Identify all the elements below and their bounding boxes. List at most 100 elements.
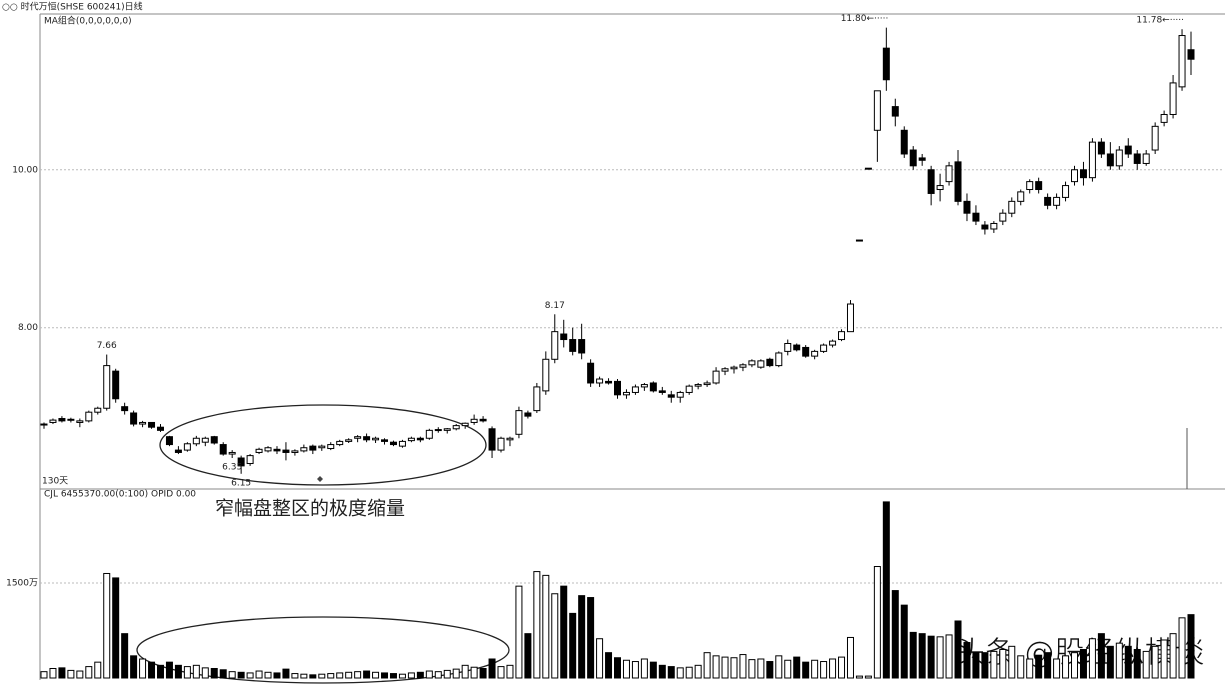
volume-bar xyxy=(963,642,971,679)
volume-bar xyxy=(309,674,317,679)
candle-body xyxy=(183,443,191,451)
candle-body xyxy=(1044,196,1052,206)
y-tick-label: 1500万 xyxy=(6,578,38,588)
volume-bar xyxy=(515,585,523,679)
candle-body xyxy=(1017,191,1025,202)
volume-bar xyxy=(685,666,693,679)
candle-body xyxy=(282,449,290,453)
volume-bar xyxy=(156,664,164,679)
volume-bar xyxy=(631,661,639,679)
candle-body xyxy=(999,212,1007,222)
candle-body xyxy=(802,346,810,357)
volume-bar xyxy=(1008,645,1016,679)
candle-body xyxy=(174,449,182,453)
candle-body xyxy=(130,412,138,425)
volume-bar xyxy=(1079,648,1087,679)
candle-body xyxy=(67,418,75,421)
candle-body xyxy=(165,436,173,446)
candle-body xyxy=(407,437,415,442)
volume-bar xyxy=(443,669,451,679)
candle-body xyxy=(685,385,693,393)
candle-body xyxy=(649,382,657,392)
volume-bar xyxy=(112,577,120,679)
volume-bar xyxy=(407,672,415,679)
volume-bar xyxy=(300,673,308,679)
volume-bar xyxy=(1160,639,1168,679)
volume-bar xyxy=(1151,645,1159,679)
candle-body xyxy=(578,339,586,354)
extreme-label: 6.15 xyxy=(231,478,251,488)
volume-bar xyxy=(730,657,738,679)
candle-body xyxy=(389,441,397,446)
candle-body xyxy=(972,212,980,222)
candle-body xyxy=(264,447,272,452)
candle-body xyxy=(667,394,675,398)
volume-bar xyxy=(210,667,218,679)
volume-bar xyxy=(1053,658,1061,679)
candle-body xyxy=(891,106,899,117)
candle-body xyxy=(300,447,308,452)
volume-bar xyxy=(909,631,917,679)
volume-bar xyxy=(381,672,389,679)
candle-body xyxy=(228,451,236,455)
candle-body xyxy=(676,391,684,398)
volume-bar xyxy=(927,635,935,679)
ellipse-highlight xyxy=(136,616,510,684)
volume-bar xyxy=(802,661,810,679)
candle-body xyxy=(712,370,720,384)
candle-body xyxy=(605,380,613,384)
candle-body xyxy=(94,407,102,413)
volume-bar xyxy=(757,658,765,679)
candle-body xyxy=(381,439,389,442)
candle-body xyxy=(210,436,218,444)
candle-body xyxy=(1142,153,1150,164)
volume-bar xyxy=(219,669,227,679)
candle-body xyxy=(793,344,801,351)
candle-body xyxy=(838,331,846,341)
candle-body xyxy=(1008,200,1016,214)
candle-body xyxy=(201,437,209,443)
candle-body xyxy=(273,448,281,452)
candle-body xyxy=(434,429,442,432)
volume-bar xyxy=(1178,617,1186,679)
candle-body xyxy=(416,437,424,441)
volume-bar xyxy=(416,671,424,679)
volume-bar xyxy=(981,652,989,679)
candle-body xyxy=(811,350,819,357)
candle-body xyxy=(58,418,66,422)
candle-body xyxy=(614,380,621,396)
volume-bar xyxy=(811,659,819,679)
candle-body xyxy=(372,437,380,441)
candle-body xyxy=(112,370,120,400)
candle-body xyxy=(721,368,729,372)
volume-bar xyxy=(990,650,998,679)
volume-bar xyxy=(67,669,75,679)
candle-body xyxy=(49,419,57,423)
candle-body xyxy=(963,200,971,214)
candle-body xyxy=(945,165,953,183)
candle-body xyxy=(784,342,792,352)
volume-bar xyxy=(121,633,129,679)
candle-body xyxy=(1151,125,1159,151)
candle-body xyxy=(1088,141,1096,179)
candle-body xyxy=(739,364,747,368)
candle-body xyxy=(85,411,93,422)
candle-body xyxy=(936,185,944,191)
candle-body xyxy=(1026,181,1034,191)
volume-bar xyxy=(425,670,433,679)
volume-bar xyxy=(1115,642,1123,679)
candle-body xyxy=(1169,82,1177,115)
volume-bar xyxy=(936,636,944,679)
candle-body xyxy=(1178,35,1186,88)
candle-body xyxy=(927,169,935,194)
extreme-label: 11.78←····· xyxy=(1136,16,1184,26)
volume-bar xyxy=(900,604,908,679)
candle-body xyxy=(1035,181,1043,191)
candle-body xyxy=(506,437,514,441)
volume-bar xyxy=(721,656,729,679)
candle-body xyxy=(954,161,962,202)
volume-bar xyxy=(1187,614,1195,679)
volume-bar xyxy=(228,671,236,679)
volume-bar xyxy=(793,656,801,679)
